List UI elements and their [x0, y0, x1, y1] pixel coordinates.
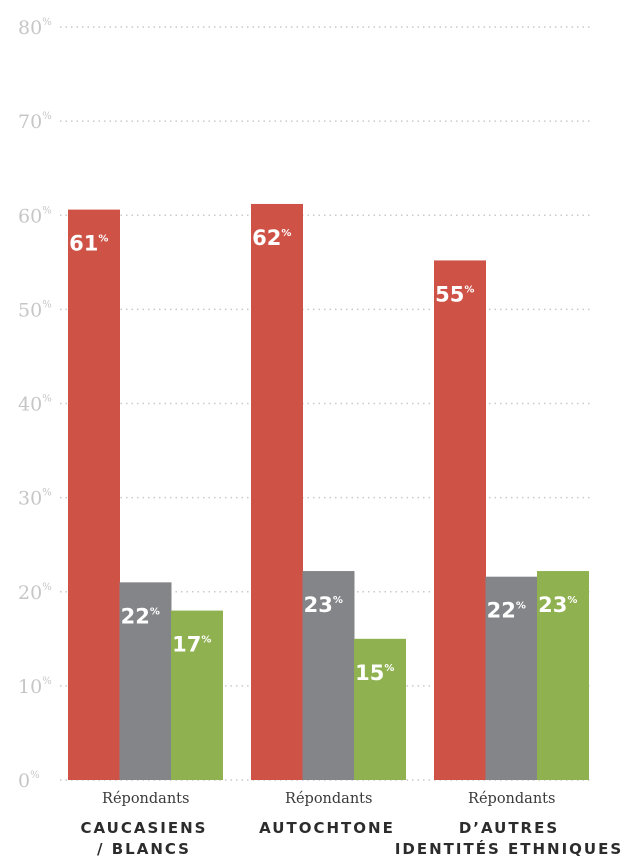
category-sublabel: Répondants [102, 791, 189, 807]
bar [68, 209, 120, 781]
bar [537, 571, 589, 780]
category-sublabel: Répondants [285, 791, 372, 807]
bar [485, 576, 538, 780]
bar [119, 582, 172, 780]
y-tick-label: 0% [18, 770, 40, 792]
bar [171, 610, 223, 780]
y-tick-label: 10% [18, 676, 52, 698]
category-label: AUTOCHTONE [259, 819, 395, 837]
bar-value-labels: 61%22%17%62%23%15%55%22% 23% [69, 226, 577, 685]
bar [354, 638, 406, 780]
y-tick-label: 70% [18, 111, 52, 133]
category-label: / BLANCS [97, 840, 191, 858]
y-tick-label: 50% [18, 299, 52, 321]
category-label: IDENTITÉS ETHNIQUES [395, 839, 623, 858]
category-labels: Répondants CAUCASIENS / BLANCS Répondants AU… [81, 791, 623, 858]
y-tick-label: 30% [18, 488, 52, 510]
bar [302, 571, 355, 780]
y-axis-ticks: 0% 10% 20% 30% 40% 50% 60% 70% 80% [18, 17, 52, 792]
y-tick-label: 40% [18, 394, 52, 416]
bars [68, 203, 589, 781]
bar [251, 203, 303, 780]
category-sublabel: Répondants [468, 791, 555, 807]
y-tick-label: 80% [18, 17, 52, 39]
y-tick-label: 20% [18, 582, 52, 604]
bar [434, 260, 486, 780]
category-label: D’AUTRES [459, 819, 559, 837]
y-tick-label: 60% [18, 205, 52, 227]
category-label: CAUCASIENS [81, 819, 208, 837]
